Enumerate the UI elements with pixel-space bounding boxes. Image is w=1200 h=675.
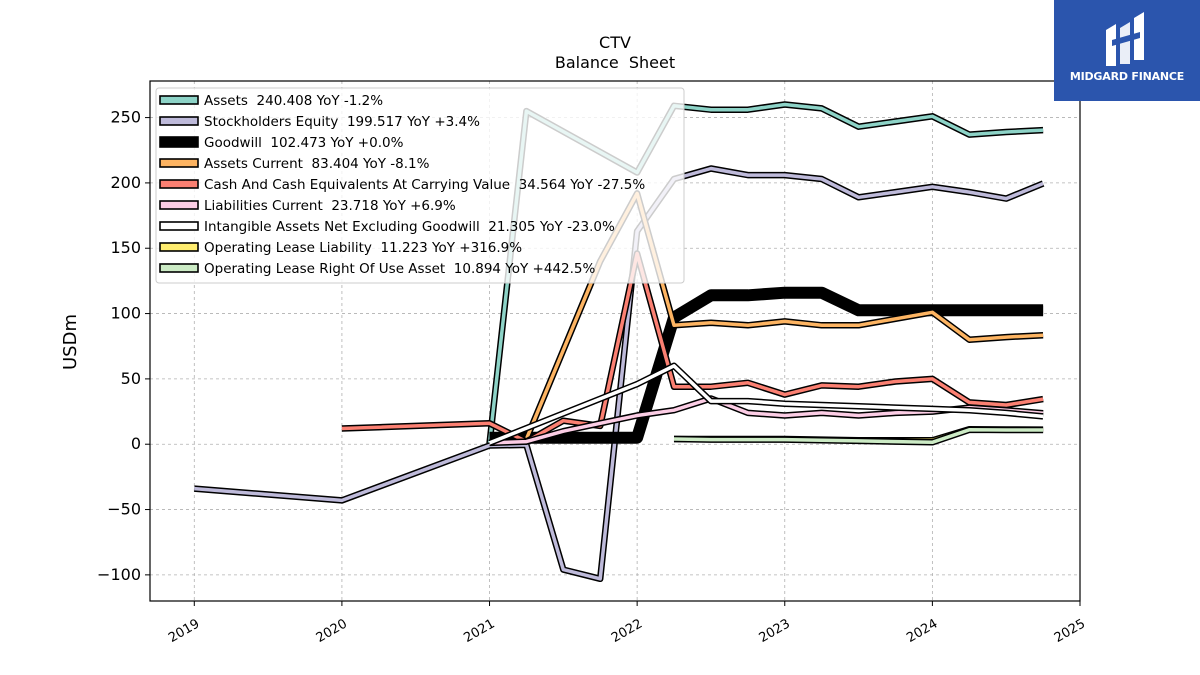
legend-swatch-operating-lease-right-of-use-asset — [159, 263, 199, 273]
series-line-intangible-assets-net-excluding-goodwill — [488, 364, 1044, 445]
chart-subtitle: Balance Sheet — [555, 53, 675, 72]
legend-entry-intangible-assets-net-excluding-goodwill: Intangible Assets Net Excluding Goodwill… — [204, 219, 615, 235]
legend-swatch-stockholders-equity — [159, 116, 199, 126]
y-tick-label: −50 — [107, 500, 141, 519]
legend-swatch-assets — [159, 95, 199, 105]
legend-box — [155, 87, 685, 284]
logo-text: MIDGARD FINANCE — [1069, 70, 1185, 83]
x-tick-label: 2020 — [314, 616, 350, 646]
legend-entry-assets-current: Assets Current 83.404 YoY -8.1% — [204, 156, 430, 172]
midgard-finance-logo: MIDGARD FINANCE — [1054, 0, 1200, 101]
y-axis-label: USDm — [60, 314, 81, 370]
legend-swatch-operating-lease-liability — [159, 242, 199, 252]
logo-mark-icon — [1106, 12, 1144, 66]
legend-swatch-goodwill — [159, 136, 199, 148]
y-tick-label: 0 — [131, 434, 141, 453]
legend-entry-assets: Assets 240.408 YoY -1.2% — [204, 93, 383, 109]
y-tick-label: −100 — [97, 565, 141, 584]
x-tick-label: 2023 — [757, 616, 793, 646]
legend-entry-cash-and-cash-equivalents-at-carrying-value: Cash And Cash Equivalents At Carrying Va… — [204, 177, 645, 193]
series-line-operating-lease-right-of-use-asset — [673, 428, 1044, 445]
chart-title: CTV — [599, 33, 631, 52]
legend-swatch-intangible-assets-net-excluding-goodwill — [159, 221, 199, 231]
series-line-cash-and-cash-equivalents-at-carrying-value — [341, 251, 1044, 444]
x-tick-label: 2021 — [461, 616, 497, 646]
series-line-goodwill — [489, 288, 1044, 443]
y-tick-label: 250 — [110, 108, 141, 127]
y-tick-label: 50 — [121, 369, 141, 388]
legend-entry-operating-lease-liability: Operating Lease Liability 11.223 YoY +31… — [204, 240, 522, 256]
legend-entry-operating-lease-right-of-use-asset: Operating Lease Right Of Use Asset 10.89… — [204, 261, 596, 277]
legend-swatch-assets-current — [159, 158, 199, 168]
plot-frame — [149, 80, 1081, 602]
y-tick-label: 100 — [110, 304, 141, 323]
y-tick-label: 200 — [110, 173, 141, 192]
x-tick-label: 2019 — [166, 616, 202, 646]
y-tick-label: 150 — [110, 238, 141, 257]
x-tick-label: 2025 — [1052, 616, 1088, 646]
x-tick-label: 2022 — [609, 616, 645, 646]
legend-swatch-liabilities-current — [159, 200, 199, 210]
legend-swatch-cash-and-cash-equivalents-at-carrying-value — [159, 179, 199, 189]
legend: Assets 240.408 YoY -1.2% Stockholders Equ… — [155, 87, 685, 284]
x-tick-label: 2024 — [904, 616, 940, 646]
legend-entry-liabilities-current: Liabilities Current 23.718 YoY +6.9% — [204, 198, 456, 214]
legend-entry-goodwill: Goodwill 102.473 YoY +0.0% — [204, 135, 404, 151]
legend-entry-stockholders-equity: Stockholders Equity 199.517 YoY +3.4% — [204, 114, 480, 130]
